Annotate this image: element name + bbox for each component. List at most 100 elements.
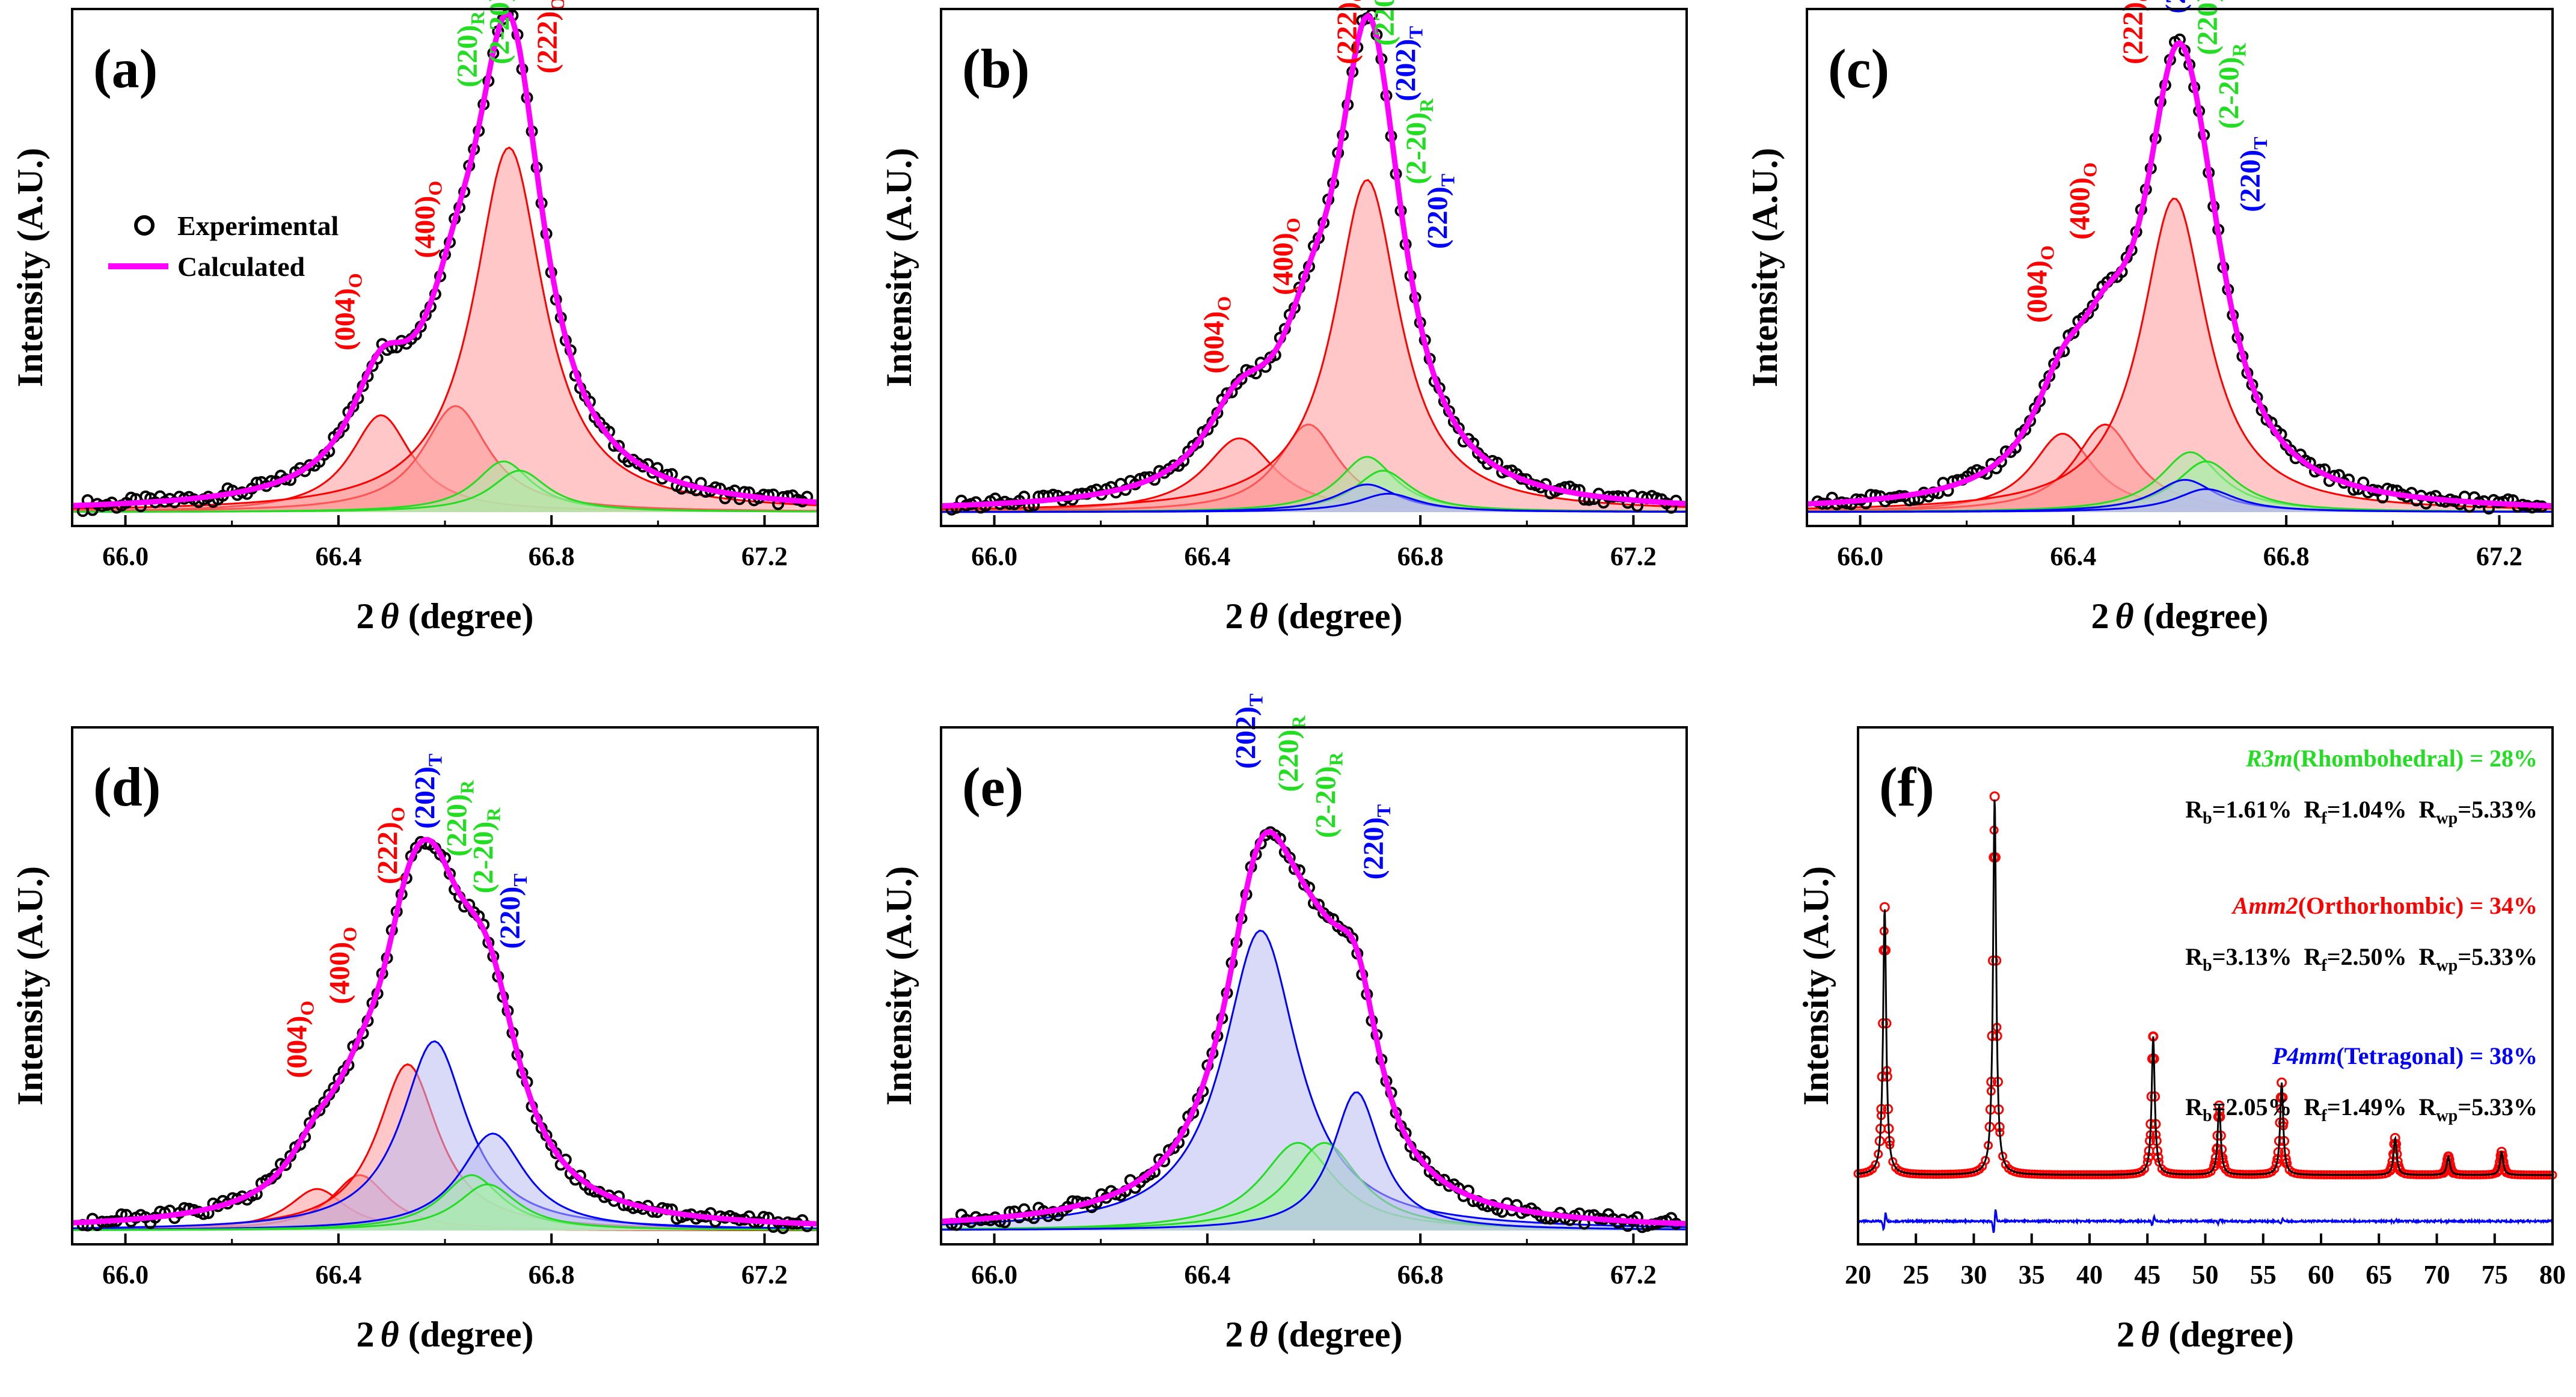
peak-hkl: (004): [329, 288, 361, 350]
reliability-factors: Rb=2.05% Rf=1.49% Rwp=5.33%: [2185, 1093, 2538, 1125]
peak-annotation: (202)T: [409, 754, 446, 829]
peak-hkl: (004): [281, 1016, 313, 1078]
x-tick-label: 66.4: [315, 542, 361, 571]
panel-e: [940, 826, 1687, 1233]
x-tick-label: 35: [2019, 1260, 2045, 1289]
peak-hkl: (400): [2064, 177, 2096, 240]
x-tick-label: 66.4: [315, 1260, 361, 1289]
phase-fraction: Amm2(Orthorhombic) = 34%: [2231, 892, 2538, 919]
peak-annotation: (220)T: [1421, 174, 1458, 249]
observed-point: [2219, 1161, 2230, 1172]
x-axis-label-suffix: (degree): [1268, 1315, 1403, 1354]
peak-phase-subscript: T: [509, 873, 531, 886]
component-curve-T: [1807, 488, 2553, 513]
difference-curve: [1857, 1209, 2553, 1233]
peak-annotation: (400)O: [1268, 218, 1304, 295]
rb-value: =1.61%: [2212, 796, 2292, 823]
peak-annotation: (400)O: [409, 181, 446, 258]
peak-annotation: (220)T: [1358, 804, 1394, 879]
panel-label: (b): [962, 38, 1029, 99]
peak-annotation: (2-20)R: [483, 0, 520, 64]
peak-hkl: (2-20): [483, 0, 515, 64]
component-fill-O: [72, 147, 818, 512]
peak-annotation: (2-20)R: [468, 807, 504, 893]
peak-hkl: (220): [2234, 150, 2266, 212]
x-tick-label: 66.8: [1397, 1260, 1444, 1289]
peak-phase-subscript: O: [344, 273, 366, 288]
x-axis-label-suffix: (degree): [2159, 1315, 2294, 1354]
x-tick-label: 55: [2250, 1260, 2277, 1289]
peak-annotation: (220)T: [2234, 137, 2271, 212]
peak-annotation: (222)O: [2117, 0, 2154, 64]
x-tick-label: 66.0: [102, 1260, 149, 1289]
y-axis-label: Intensity (A.U.): [10, 866, 50, 1105]
peak-annotation: (004)O: [281, 1001, 318, 1078]
phase-fraction-label: (Rhombohedral) = 28%: [2293, 745, 2538, 772]
panel-a: [72, 8, 818, 518]
x-tick-label: 60: [2308, 1260, 2334, 1289]
peak-hkl: (2-20): [2213, 57, 2245, 129]
panel-label: (a): [93, 38, 158, 99]
x-axis-label-suffix: (degree): [399, 596, 534, 636]
x-tick-label: 67.2: [741, 1260, 788, 1289]
peak-hkl: (220): [1272, 730, 1304, 792]
x-tick-label: 66.8: [2263, 542, 2310, 571]
experimental-point: [269, 1168, 282, 1181]
x-axis-label-prefix: 2: [357, 1315, 375, 1354]
peak-annotation: (202)T: [1230, 694, 1267, 769]
x-axis-label-theta: θ: [2141, 1315, 2159, 1354]
space-group: P4mm: [2272, 1042, 2337, 1069]
peak-annotation: (202)T: [2160, 0, 2197, 14]
peak-hkl: (220): [452, 25, 483, 88]
peak-phase-subscript: O: [1346, 0, 1368, 2]
component-fill-T: [1807, 489, 2553, 512]
peak-annotation: (2-20)R: [1310, 751, 1346, 838]
y-axis-label: Intensity (A.U.): [879, 148, 919, 387]
component-fill-R: [72, 1175, 818, 1230]
x-axis-label-theta: θ: [381, 1315, 399, 1354]
rwp-value: =5.33%: [2458, 796, 2538, 823]
peak-annotation: (004)O: [2022, 245, 2058, 323]
peak-phase-subscript: R: [483, 807, 504, 821]
rf-symbol: R: [2304, 796, 2322, 823]
x-axis-label-theta: θ: [2115, 596, 2134, 636]
component-curve-O: [1806, 197, 2553, 510]
x-axis-label-suffix: (degree): [2134, 596, 2269, 636]
calculated-curve: [940, 828, 1687, 1227]
rb-symbol: R: [2185, 796, 2203, 823]
x-axis-label-theta: θ: [1250, 596, 1268, 636]
peak-annotation: (004)O: [329, 273, 366, 350]
peak-hkl: (222): [532, 11, 563, 74]
peak-annotation: (220)R: [1369, 0, 1405, 46]
rb-symbol: R: [2185, 1093, 2203, 1120]
rb-symbol: R: [2185, 943, 2203, 970]
peak-phase-subscript: O: [339, 927, 361, 942]
peak-phase-subscript: T: [1437, 174, 1458, 186]
x-tick-label: 67.2: [1610, 542, 1657, 571]
panel-f: [1853, 791, 2557, 1233]
reliability-factors: Rb=3.13% Rf=2.50% Rwp=5.33%: [2185, 943, 2538, 975]
component-fill-O: [941, 180, 1687, 512]
y-axis-label: Intensity (A.U.): [10, 148, 50, 387]
phase-fraction-label: (Orthorhombic) = 34%: [2298, 892, 2538, 919]
y-axis-label: Intensity (A.U.): [1745, 148, 1785, 387]
x-tick-label: 66.4: [2050, 542, 2096, 571]
panel-b: [940, 8, 1687, 516]
x-tick-label: 67.2: [2476, 542, 2522, 571]
peak-annotation: (220)T: [494, 873, 531, 949]
observed-point: [1871, 1160, 1880, 1169]
peak-phase-subscript: O: [1213, 296, 1234, 311]
peak-hkl: (400): [409, 196, 441, 258]
x-tick-label: 66.8: [529, 1260, 575, 1289]
x-tick-label: 66.8: [529, 542, 575, 571]
peak-phase-subscript: O: [387, 807, 408, 822]
observed-point: [2270, 1164, 2280, 1173]
peak-hkl: (202): [1390, 39, 1421, 102]
component-fill-O: [1807, 198, 2553, 512]
rf-symbol: R: [2304, 943, 2322, 970]
peak-phase-subscript: O: [424, 181, 446, 196]
rf-value: =1.49%: [2327, 1093, 2407, 1120]
calculated-curve: [72, 10, 818, 509]
peak-hkl: (202): [409, 766, 441, 829]
